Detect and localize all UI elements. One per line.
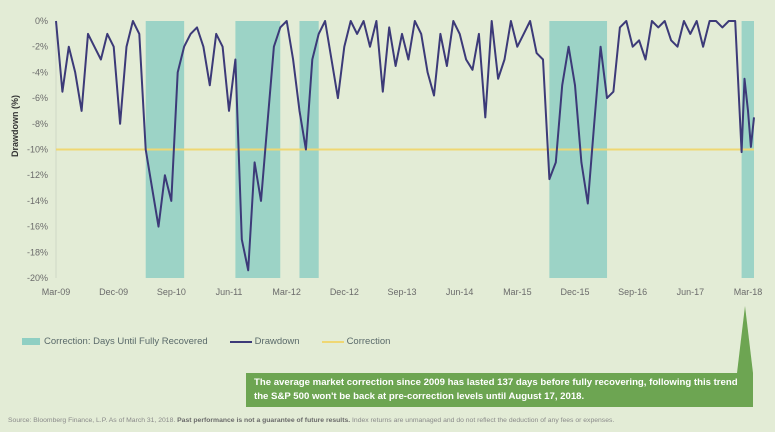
callout-text: The average market correction since 2009… xyxy=(254,377,738,402)
x-tick-label: Dec-09 xyxy=(99,287,128,297)
y-tick-label: -18% xyxy=(27,247,48,257)
source-tail: Index returns are unmanaged and do not r… xyxy=(352,417,615,424)
y-axis-title: Drawdown (%) xyxy=(10,95,20,157)
x-tick-label: Mar-15 xyxy=(503,287,532,297)
drawdown-line xyxy=(55,20,755,272)
x-tick-label: Jun-11 xyxy=(216,287,243,297)
x-tick-label: Dec-15 xyxy=(560,287,589,297)
x-tick-label: Mar-12 xyxy=(272,287,301,297)
x-tick-label: Dec-12 xyxy=(330,287,359,297)
y-tick-label: -14% xyxy=(27,196,48,206)
callout-box: The average market correction since 2009… xyxy=(246,373,753,407)
source-lead: Source: Bloomberg Finance, L.P. As of Ma… xyxy=(8,417,176,424)
legend-swatch-correction-days xyxy=(22,338,40,345)
x-tick-label: Jun-17 xyxy=(677,287,705,297)
legend-item-correction-days: Correction: Days Until Fully Recovered xyxy=(22,336,208,347)
y-tick-label: -2% xyxy=(32,42,48,52)
callout-pointer xyxy=(737,306,753,373)
x-tick-label: Sep-16 xyxy=(618,287,647,297)
y-tick-label: -10% xyxy=(27,145,48,155)
legend-item-correction: Correction xyxy=(321,336,391,347)
y-tick-label: -6% xyxy=(32,93,48,103)
legend-swatch-drawdown xyxy=(229,340,252,343)
source-footnote: Source: Bloomberg Finance, L.P. As of Ma… xyxy=(8,417,770,424)
legend-label-drawdown: Drawdown xyxy=(254,336,300,347)
y-tick-label: -4% xyxy=(32,67,48,77)
y-tick-label: -8% xyxy=(32,119,48,129)
y-tick-label: 0% xyxy=(35,16,48,26)
x-tick-label: Sep-10 xyxy=(157,287,186,297)
x-axis-ticks: Mar-09 Dec-09 Sep-10 Jun-11 Mar-12 Dec-12 Sep-… xyxy=(42,287,763,297)
legend-label-correction: Correction xyxy=(346,336,391,347)
y-axis-ticks: 0% -2% -4% -6% -8% -10% -12% -14% -16% -18% -20% xyxy=(27,16,48,283)
legend-item-drawdown: Drawdown xyxy=(229,336,300,347)
x-tick-label: Mar-18 xyxy=(734,287,763,297)
x-tick-label: Mar-09 xyxy=(42,287,71,297)
source-disclaimer: Past performance is not a guarantee of f… xyxy=(177,417,351,424)
legend: Correction: Days Until Fully Recovered D… xyxy=(22,336,412,347)
legend-label-correction-days: Correction: Days Until Fully Recovered xyxy=(44,336,208,347)
y-tick-label: -12% xyxy=(27,170,48,180)
legend-swatch-correction xyxy=(321,340,344,343)
x-tick-label: Sep-13 xyxy=(387,287,416,297)
x-tick-label: Jun-14 xyxy=(446,287,474,297)
y-tick-label: -20% xyxy=(27,273,48,283)
y-tick-label: -16% xyxy=(27,222,48,232)
